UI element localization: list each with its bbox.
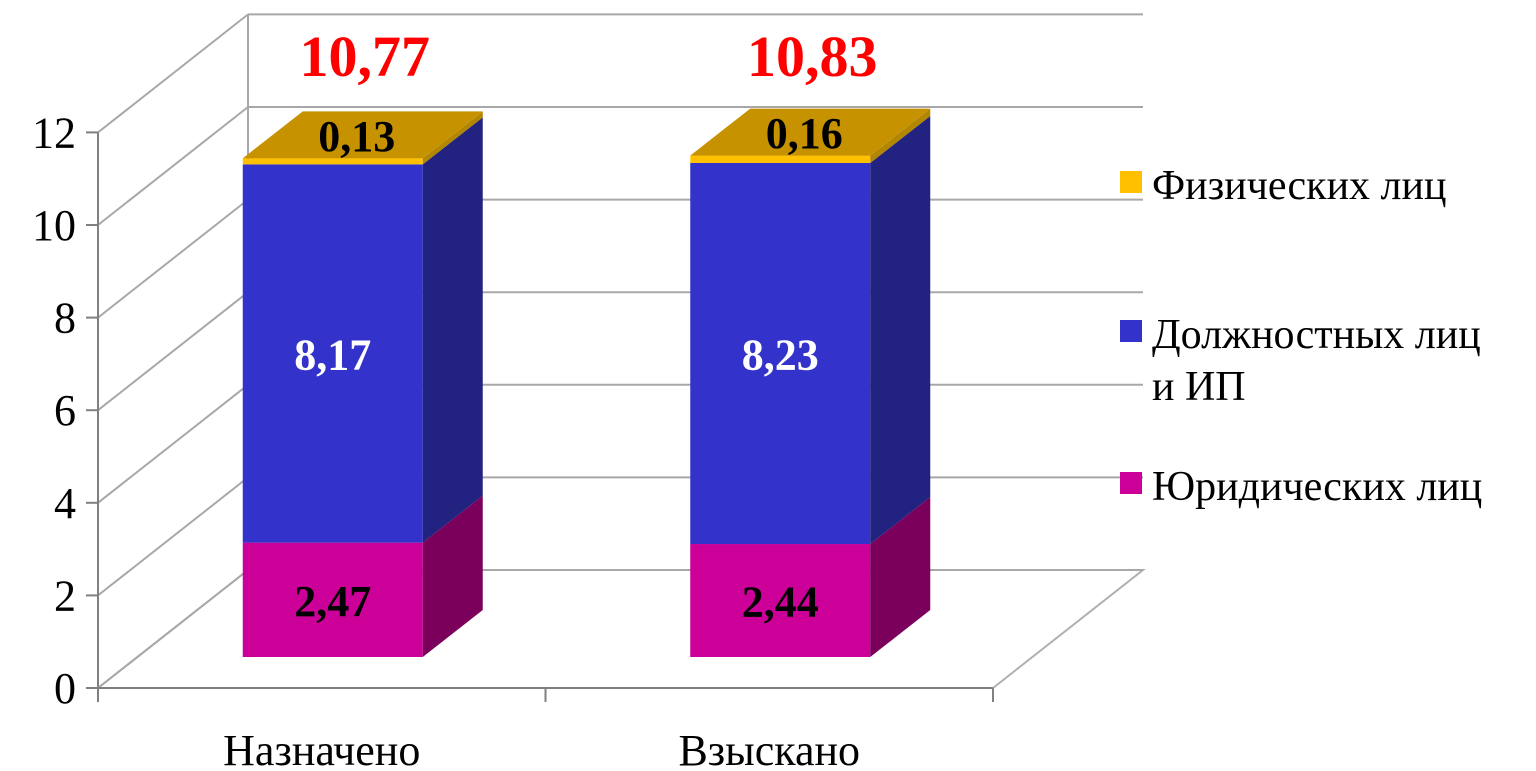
bar-top-face	[690, 108, 931, 156]
legend-swatch	[1120, 171, 1142, 193]
y-tick-label: 8	[54, 294, 76, 343]
y-tick-label: 12	[32, 108, 76, 157]
legend-label: Юридических лиц	[1152, 464, 1482, 510]
legend-item: Юридических лиц	[1120, 464, 1482, 510]
bar-segment-front	[690, 162, 871, 545]
bar-segment-front	[242, 158, 423, 165]
legend: Физических лиц Должностных лиц и ИП Юридиче…	[1120, 163, 1482, 510]
legend-swatch	[1120, 472, 1142, 494]
legend-label: Физических лиц	[1152, 163, 1446, 209]
segment-value-label: 2,44	[742, 578, 819, 627]
side-gridline	[97, 476, 249, 597]
side-gridline	[97, 291, 249, 411]
y-tick-label: 2	[54, 571, 76, 620]
legend-label: Должностных лиц и ИП	[1152, 312, 1481, 410]
labels: 2,47 8,17 0,13 10,77 2,44 8,23 0,16 10,83	[294, 24, 877, 627]
bar-segment-side	[422, 495, 483, 657]
side-gridline	[97, 569, 249, 689]
side-gridline	[97, 106, 249, 226]
side-gridline	[97, 13, 249, 134]
bar-segment-front	[242, 542, 423, 657]
y-tick-label: 6	[54, 386, 76, 435]
bar-segment-front	[690, 544, 871, 657]
bars	[242, 108, 931, 657]
bar-top-face	[242, 111, 483, 159]
total-value-label: 10,83	[747, 24, 878, 89]
y-tick-label: 10	[32, 201, 76, 250]
y-tick-label: 0	[54, 664, 76, 713]
bar-segment-side	[422, 117, 483, 543]
bar-segment-side	[870, 115, 931, 545]
segment-value-label: 0,13	[318, 112, 395, 161]
bar-segment-side	[870, 497, 931, 657]
legend-item: Физических лиц	[1120, 163, 1446, 209]
segment-value-label: 2,47	[294, 577, 371, 626]
axes: 0 2 4 6 8 10 12 Назначено Взыскано	[32, 108, 994, 771]
segment-value-label: 8,17	[294, 331, 371, 380]
bar-segment-side	[422, 111, 483, 165]
x-category-label: Взыскано	[678, 726, 860, 766]
legend-swatch	[1120, 320, 1142, 342]
side-gridline	[97, 198, 249, 319]
y-tick-label: 4	[54, 479, 76, 528]
segment-value-label: 0,16	[766, 109, 843, 158]
x-category-label: Назначено	[223, 726, 420, 766]
bar-segment-side	[870, 108, 931, 163]
legend-item: Должностных лиц и ИП	[1120, 312, 1481, 410]
bar-segment-front	[242, 164, 423, 543]
total-value-label: 10,77	[300, 24, 431, 89]
segment-value-label: 8,23	[742, 331, 819, 380]
side-gridline	[97, 384, 249, 504]
bar-segment-front	[690, 155, 871, 163]
